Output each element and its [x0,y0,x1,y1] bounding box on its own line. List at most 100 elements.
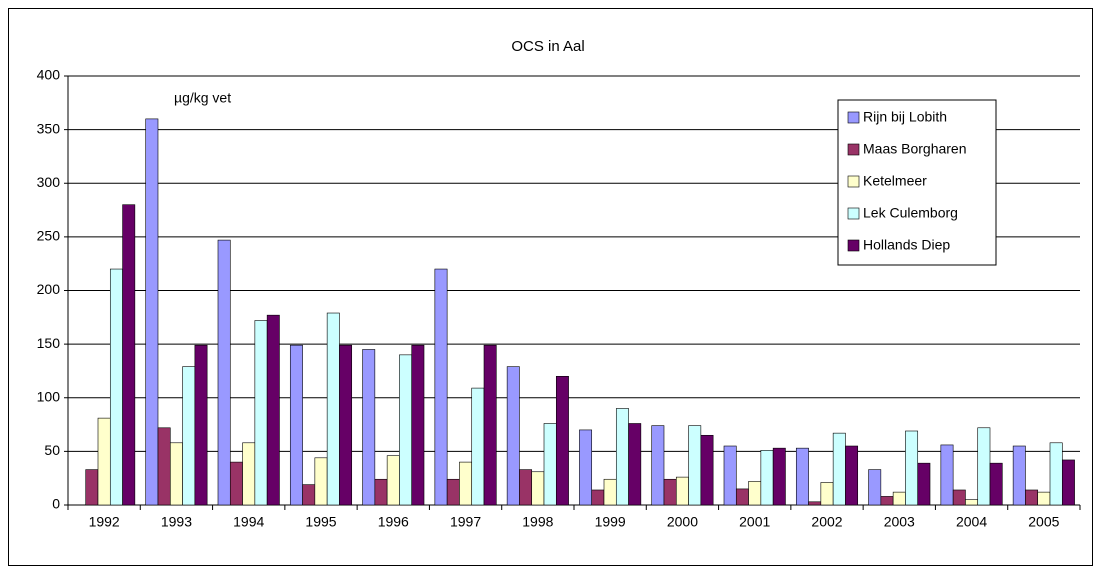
x-tick-label: 1999 [595,514,626,530]
bar [434,268,448,506]
y-tick-label: 350 [37,120,61,136]
bar [302,484,316,506]
bar [97,417,111,506]
bar [506,366,520,506]
bar [1061,459,1075,506]
bar [289,344,303,506]
bar [242,442,256,506]
bar [326,312,340,506]
bar [386,455,400,506]
bar [169,442,183,506]
x-tick-label: 1996 [378,514,409,530]
x-tick-label: 1992 [89,514,120,530]
bar [266,314,280,506]
bar [977,427,991,506]
y-tick-label: 200 [37,281,61,297]
bar [989,462,1003,506]
bar [579,429,593,506]
bar [700,434,714,506]
bar [1037,491,1051,506]
bar [651,425,665,506]
bar [905,430,919,506]
bar [1049,442,1063,506]
bar [543,423,557,506]
bar [411,344,425,506]
bar [85,469,99,506]
bar [254,320,268,506]
bar [339,344,353,506]
bar [483,344,497,506]
bar [1025,489,1039,506]
bar [675,476,689,506]
legend-swatch [847,207,860,220]
y-tick-label: 150 [37,335,61,351]
x-tick-label: 2005 [1028,514,1059,530]
bar [555,375,569,506]
legend-swatch [847,143,860,156]
bar [688,425,702,506]
legend-label: Hollands Diep [863,237,950,253]
bar [314,457,328,506]
bar [748,481,762,506]
bar [519,469,533,506]
bar [615,408,629,506]
x-tick-label: 1994 [233,514,264,530]
bar [723,445,737,506]
x-tick-label: 2000 [667,514,698,530]
x-tick-label: 1997 [450,514,481,530]
bar [194,344,208,506]
x-tick-label: 2004 [956,514,987,530]
x-tick-label: 1998 [522,514,553,530]
y-tick-label: 100 [37,388,61,404]
bar [591,489,605,506]
bar [531,471,545,506]
legend-swatch [847,239,860,252]
legend-label: Maas Borgharen [863,141,967,157]
bar [399,354,413,506]
chart-title: OCS in Aal [511,38,584,55]
bar [374,478,388,506]
bar [362,349,376,506]
y-tick-label: 250 [37,228,61,244]
legend-box [837,99,997,266]
bar [217,239,231,506]
bar [772,447,786,506]
bar [182,366,196,506]
x-tick-label: 2002 [811,514,842,530]
bar [808,501,822,506]
x-tick-label: 1993 [161,514,192,530]
bar [145,118,159,506]
annotation: µg/kg vet [174,90,231,106]
bar [459,461,473,506]
y-tick-label: 0 [52,496,60,512]
bar [940,444,954,506]
bar [952,489,966,506]
bar [663,478,677,506]
bar [795,447,809,506]
y-tick-label: 400 [37,67,61,83]
bar [229,461,243,506]
bar [832,432,846,506]
bar [446,478,460,506]
bar [845,445,859,506]
bar [157,427,171,506]
bar [965,499,979,506]
x-tick-label: 2003 [884,514,915,530]
y-tick-label: 300 [37,174,61,190]
bar [735,488,749,506]
bar [471,387,485,506]
legend-label: Lek Culemborg [863,205,958,221]
bar [917,462,931,506]
bar [603,478,617,506]
legend-label: Ketelmeer [863,173,927,189]
bar [880,496,894,506]
legend-swatch [847,175,860,188]
y-tick-label: 50 [44,442,60,458]
bar [1012,445,1026,506]
bar [760,450,774,506]
legend-label: Rijn bij Lobith [863,109,947,125]
bar [892,491,906,506]
bar [122,204,136,506]
legend-swatch [847,111,860,124]
bar [109,268,123,506]
